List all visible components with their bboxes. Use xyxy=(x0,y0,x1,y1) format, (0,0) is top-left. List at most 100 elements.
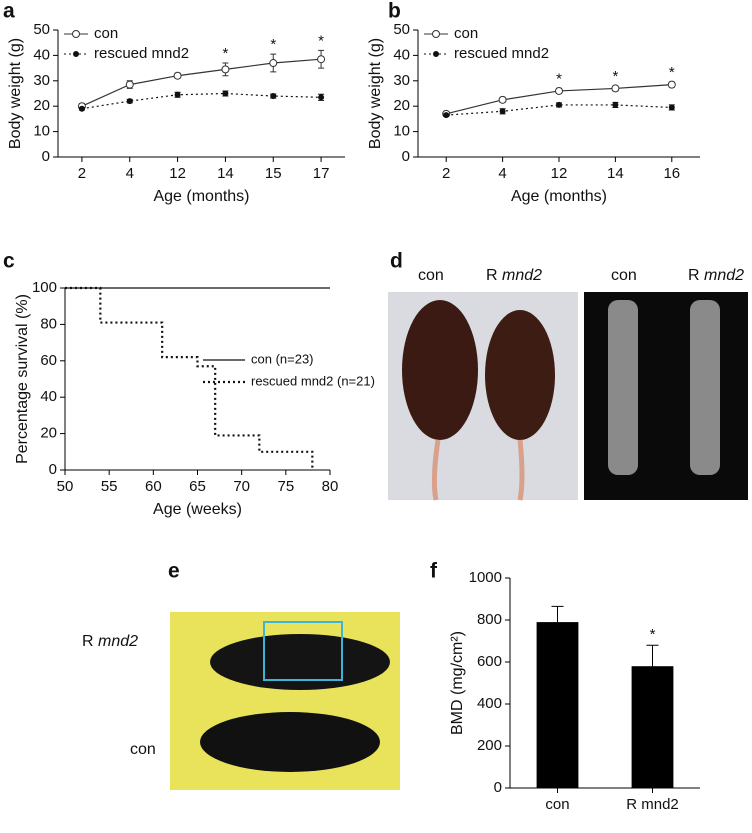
y-tick-label: 20 xyxy=(33,97,50,114)
legend-label: rescued mnd2 xyxy=(454,45,549,62)
x-tick-label: 80 xyxy=(322,478,339,495)
panel-label: c xyxy=(3,250,15,273)
x-tick-label: 2 xyxy=(78,165,86,182)
legend-marker xyxy=(432,30,440,38)
point xyxy=(667,80,676,89)
y-axis-label: Body weight (g) xyxy=(7,38,24,149)
y-tick-label: 40 xyxy=(40,388,57,405)
x-axis-label: Age (weeks) xyxy=(153,501,242,518)
x-tick-label: con xyxy=(545,796,569,813)
y-tick-label: 20 xyxy=(40,425,57,442)
legend-marker xyxy=(73,51,79,57)
y-tick-label: 0 xyxy=(49,461,57,478)
point xyxy=(270,93,277,100)
legend-label: rescued mnd2 xyxy=(94,45,189,62)
y-tick-label: 10 xyxy=(393,123,410,140)
x-tick-label: 17 xyxy=(313,165,330,182)
panel-label: b xyxy=(388,0,401,23)
y-tick-label: 20 xyxy=(393,97,410,114)
point xyxy=(125,80,134,89)
x-tick-label: 12 xyxy=(169,165,186,182)
x-tick-label: 50 xyxy=(57,478,74,495)
y-tick-label: 50 xyxy=(393,21,410,38)
y-tick-label: 800 xyxy=(477,611,502,628)
point xyxy=(556,101,562,108)
photo-caption: con xyxy=(130,741,156,758)
error-bar xyxy=(551,605,564,623)
x-tick-label: 16 xyxy=(663,165,680,182)
point xyxy=(173,71,182,80)
x-tick-label: 4 xyxy=(498,165,506,182)
bar xyxy=(631,666,674,788)
legend-label: con xyxy=(94,25,118,42)
y-axis-label: Body weight (g) xyxy=(367,38,384,149)
y-tick-label: 100 xyxy=(32,279,57,296)
x-axis-label: Age (months) xyxy=(511,188,607,205)
legend-label: rescued mnd2 (n=21) xyxy=(251,373,375,388)
photo-caption: R xyxy=(688,267,700,284)
significance: * xyxy=(222,45,228,62)
bar xyxy=(536,622,579,788)
panel-label: f xyxy=(430,560,438,583)
photo-caption: R xyxy=(82,633,94,650)
x-tick-label: 65 xyxy=(189,478,206,495)
photo-caption: mnd2 xyxy=(98,633,138,650)
y-tick-label: 40 xyxy=(33,46,50,63)
photo-caption: con xyxy=(418,267,444,284)
point xyxy=(318,94,325,101)
significance: * xyxy=(669,64,675,81)
point xyxy=(443,112,450,119)
significance: * xyxy=(650,626,656,643)
y-tick-label: 30 xyxy=(33,72,50,89)
photo-caption: mnd2 xyxy=(704,267,744,284)
point xyxy=(269,59,278,68)
x-tick-label: 55 xyxy=(101,478,118,495)
x-tick-label: 14 xyxy=(607,165,624,182)
point xyxy=(221,65,230,74)
y-tick-label: 0 xyxy=(494,779,502,796)
x-tick-label: R mnd2 xyxy=(626,796,679,813)
x-tick-label: 2 xyxy=(442,165,450,182)
series-line xyxy=(81,92,322,110)
panel-label: d xyxy=(390,250,403,273)
photo-caption: R xyxy=(486,267,498,284)
y-tick-label: 60 xyxy=(40,352,57,369)
photo-mice xyxy=(170,612,400,790)
y-tick-label: 1000 xyxy=(469,569,502,586)
point xyxy=(612,101,619,108)
error-bar xyxy=(646,644,659,667)
survival-line xyxy=(65,286,314,470)
photo-mice xyxy=(388,292,748,501)
y-tick-label: 0 xyxy=(42,148,50,165)
x-tick-label: 14 xyxy=(217,165,234,182)
x-tick-label: 60 xyxy=(145,478,162,495)
y-axis-label: Percentage survival (%) xyxy=(14,294,31,464)
y-axis-label: BMD (mg/cm²) xyxy=(449,631,466,735)
point xyxy=(499,108,506,115)
panel-label: a xyxy=(3,0,15,23)
point xyxy=(555,86,563,95)
y-tick-label: 600 xyxy=(477,653,502,670)
panel-label: e xyxy=(168,560,180,583)
x-tick-label: 75 xyxy=(277,478,294,495)
point xyxy=(317,55,326,64)
x-tick-label: 12 xyxy=(551,165,568,182)
point xyxy=(222,90,229,97)
point xyxy=(611,84,620,93)
photo-caption: mnd2 xyxy=(502,267,542,284)
y-tick-label: 0 xyxy=(402,148,410,165)
series-line xyxy=(81,58,322,107)
point xyxy=(498,95,507,104)
legend-marker xyxy=(433,51,439,57)
legend-marker xyxy=(72,30,80,38)
x-tick-label: 4 xyxy=(126,165,134,182)
significance: * xyxy=(556,70,562,87)
point xyxy=(78,105,85,112)
point xyxy=(668,104,675,111)
significance: * xyxy=(318,32,324,49)
y-tick-label: 40 xyxy=(393,46,410,63)
y-tick-label: 10 xyxy=(33,123,50,140)
x-tick-label: 15 xyxy=(265,165,282,182)
x-axis-label: Age (months) xyxy=(153,188,249,205)
